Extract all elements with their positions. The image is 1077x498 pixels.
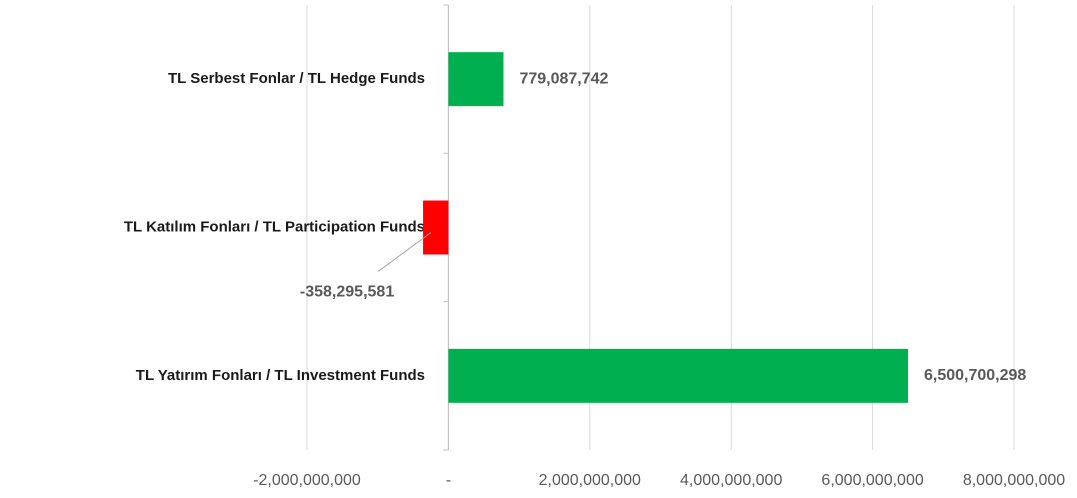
bar bbox=[448, 348, 908, 403]
x-tick-label: 8,000,000,000 bbox=[963, 472, 1065, 489]
x-tick-label: 6,000,000,000 bbox=[821, 472, 923, 489]
value-label: 6,500,700,298 bbox=[924, 367, 1026, 384]
category-label: TL Katılım Fonları / TL Participation Fu… bbox=[124, 218, 425, 235]
x-tick-label: - bbox=[446, 472, 451, 489]
x-tick-label: 2,000,000,000 bbox=[539, 472, 641, 489]
category-label: TL Serbest Fonlar / TL Hedge Funds bbox=[168, 70, 425, 87]
value-label: -358,295,581 bbox=[300, 284, 394, 301]
bar bbox=[423, 200, 449, 255]
leader-line bbox=[377, 232, 432, 272]
x-tick-label: 4,000,000,000 bbox=[680, 472, 782, 489]
category-label: TL Yatırım Fonları / TL Investment Funds bbox=[136, 367, 425, 384]
bar bbox=[448, 52, 504, 107]
value-label: 779,087,742 bbox=[519, 70, 608, 87]
x-tick-label: -2,000,000,000 bbox=[253, 472, 361, 489]
